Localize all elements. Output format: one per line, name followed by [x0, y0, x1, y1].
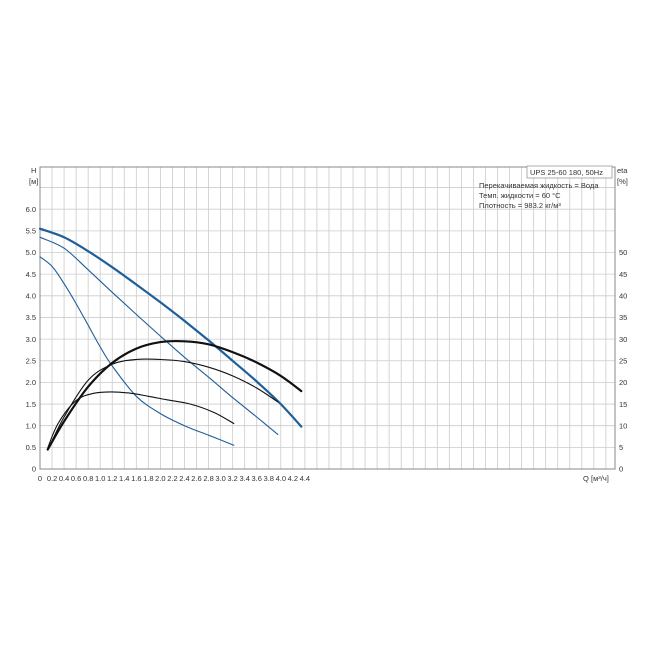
left-tick-label: 3.5: [26, 313, 36, 322]
left-tick-label: 4.0: [26, 292, 36, 301]
right-tick-label: 20: [619, 378, 627, 387]
x-tick-label: 2.8: [203, 474, 213, 483]
x-tick-label: 2.4: [179, 474, 189, 483]
right-axis-unit: [%]: [617, 177, 628, 186]
efficiency-curve: [46, 391, 235, 451]
efficiency-curve: [48, 358, 279, 448]
plot-frame: [39, 166, 616, 470]
left-tick-label: 2.5: [26, 356, 36, 365]
head-curve: [39, 236, 279, 435]
x-tick-label: 1.2: [107, 474, 117, 483]
x-tick-labels: 0 0.2 0.4 0.6 0.8 1.0 1.2 1.4 1.6 1.8 2.0 2.2 2.4 2.6…: [38, 474, 310, 483]
left-axis-label: H: [31, 166, 36, 175]
x-tick-label: 3.4: [239, 474, 249, 483]
left-axis-unit: [м]: [29, 177, 38, 186]
left-tick-label: 2.0: [26, 378, 36, 387]
note-density: Плотность = 983.2 кг/м³: [479, 201, 561, 210]
left-tick-label: 0.5: [26, 443, 36, 452]
right-tick-label: 30: [619, 335, 627, 344]
left-tick-labels: 0 0.5 1.0 1.5 2.0 2.5 3.0 3.5 4.0 4.5 5.0 5.5 6.0: [26, 205, 36, 474]
x-tick-label: 2.6: [191, 474, 201, 483]
left-tick-label: 5.5: [26, 227, 36, 236]
right-tick-label: 40: [619, 292, 627, 301]
right-tick-label: 5: [619, 443, 623, 452]
x-tick-label: 0.8: [83, 474, 93, 483]
x-tick-label: 1.0: [95, 474, 105, 483]
left-tick-label: 1.0: [26, 421, 36, 430]
right-tick-label: 35: [619, 313, 627, 322]
left-tick-label: 5.0: [26, 248, 36, 257]
x-tick-label: 3.2: [227, 474, 237, 483]
x-tick-label: 2.2: [167, 474, 177, 483]
left-tick-label: 6.0: [26, 205, 36, 214]
left-tick-label: 4.5: [26, 270, 36, 279]
x-tick-label: 1.4: [119, 474, 129, 483]
x-tick-label: 0.6: [71, 474, 81, 483]
left-tick-label: 1.5: [26, 400, 36, 409]
head-curve: [39, 256, 235, 446]
grid-lines: [40, 167, 615, 469]
title-box-text: UPS 25-60 180, 50Hz: [530, 168, 603, 177]
x-tick-label: 1.8: [143, 474, 153, 483]
x-axis-label: Q: [583, 474, 589, 483]
x-tick-label: 4.4: [300, 474, 310, 483]
right-tick-label: 25: [619, 356, 627, 365]
x-axis-unit: [м³/ч]: [591, 474, 609, 483]
right-tick-label: 45: [619, 270, 627, 279]
left-tick-label: 3.0: [26, 335, 36, 344]
left-tick-label: 0: [32, 465, 36, 474]
right-tick-label: 50: [619, 248, 627, 257]
efficiency-curve: [46, 339, 303, 451]
series-lines: [38, 227, 303, 451]
x-tick-label: 1.6: [131, 474, 141, 483]
x-tick-label: 2.0: [155, 474, 165, 483]
right-tick-label: 10: [619, 421, 627, 430]
x-tick-label: 4.2: [288, 474, 298, 483]
plot-border: [39, 166, 616, 470]
head-curve: [38, 227, 303, 428]
x-tick-label: 0.4: [59, 474, 69, 483]
note-temperature: Темп. жидкости = 60 °C: [479, 191, 561, 200]
x-tick-label: 0.2: [47, 474, 57, 483]
x-tick-label: 4.0: [276, 474, 286, 483]
right-tick-labels: 0 5 10 15 20 25 30 35 40 45 50: [619, 248, 627, 474]
x-tick-label: 0: [38, 474, 42, 483]
title-box: [526, 165, 613, 179]
x-tick-label: 3.6: [252, 474, 262, 483]
note-fluid: Перекачиваемая жидкость = Вода: [479, 181, 599, 190]
x-tick-label: 3.8: [264, 474, 274, 483]
x-tick-label: 3.0: [215, 474, 225, 483]
right-tick-label: 0: [619, 465, 623, 474]
right-tick-label: 15: [619, 400, 627, 409]
right-axis-label: eta: [617, 166, 628, 175]
